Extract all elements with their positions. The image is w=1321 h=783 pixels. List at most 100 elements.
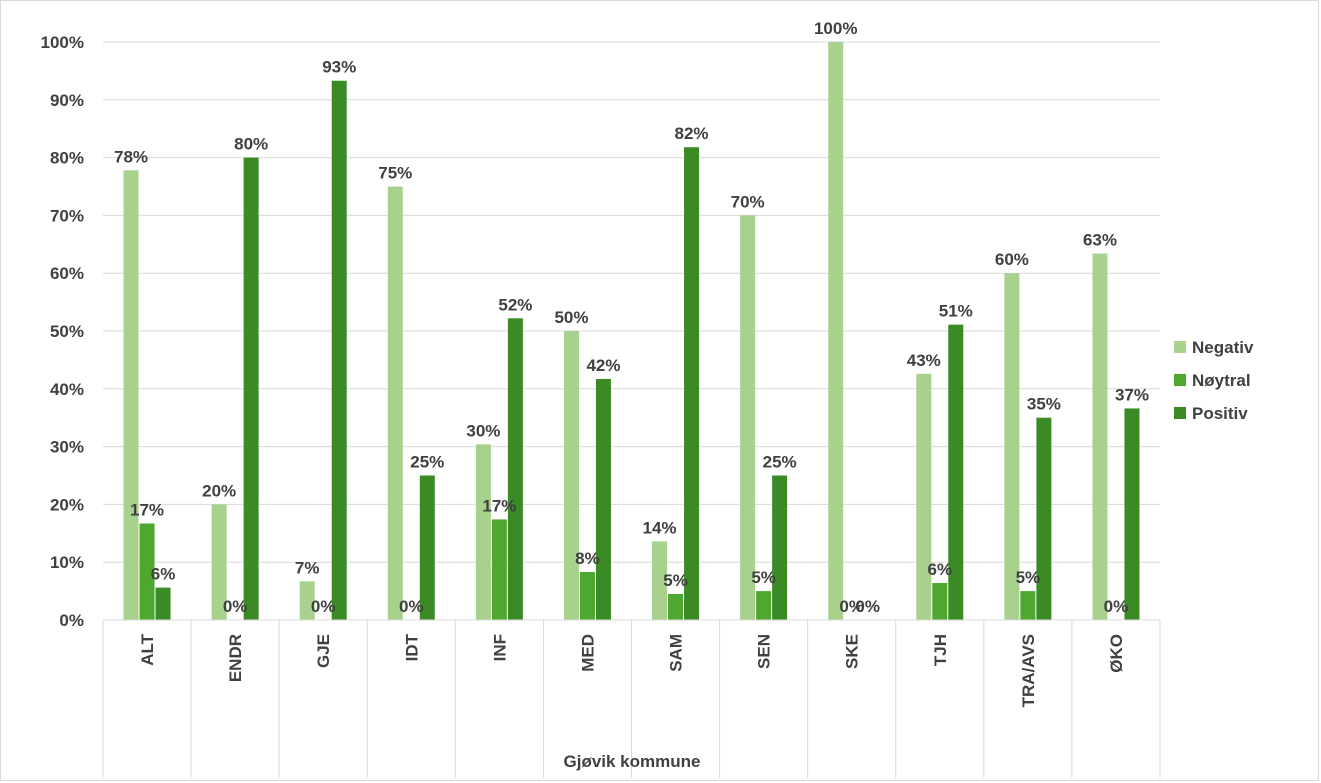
data-label: 25% [410,453,444,472]
legend-swatch-negativ [1174,341,1186,353]
data-label: 78% [114,147,148,166]
data-label: 5% [663,571,688,590]
x-tick-label: SEN [755,634,774,669]
bar-nøytral-tra/avs [1020,591,1036,620]
bars [123,42,1140,621]
bar-negativ-ske [828,42,844,620]
bar-negativ-idt [387,186,403,620]
y-tick-label: 90% [50,91,84,110]
data-label: 20% [202,481,236,500]
legend-label-negativ: Negativ [1192,338,1254,357]
data-label: 93% [322,58,356,77]
data-label: 60% [995,250,1029,269]
y-tick-label: 70% [50,206,84,225]
x-tick-label: TRA/AVS [1019,634,1038,707]
x-tick-label: ENDR [226,634,245,682]
x-tick-label: MED [578,634,597,672]
bar-nøytral-tjh [932,583,948,620]
bar-negativ-tra/avs [1004,273,1020,620]
y-tick-label: 40% [50,380,84,399]
x-tick-label: SKE [843,634,862,669]
data-label: 17% [130,500,164,519]
data-label: 51% [939,302,973,321]
data-label: 43% [907,351,941,370]
x-tick-label: ALT [138,633,157,665]
bar-negativ-tjh [916,373,932,620]
data-label: 82% [675,124,709,143]
data-label: 25% [763,453,797,472]
y-tick-label: 100% [41,33,84,52]
bar-negativ-endr [211,504,227,620]
bar-negativ-med [563,331,579,620]
data-label: 70% [731,192,765,211]
x-axis: ALT ENDR GJE IDT INF MED SAM SEN SKE TJH TRA/AVS ØK… [102,619,1161,778]
data-label: 35% [1027,395,1061,414]
data-label: 52% [498,295,532,314]
bar-nøytral-inf [491,519,507,620]
bar-negativ-øko [1092,253,1108,620]
y-tick-label: 10% [50,553,84,572]
x-tick-label: INF [490,634,509,661]
bar-negativ-sen [740,215,756,620]
legend-swatch-positiv [1174,407,1186,419]
data-label: 0% [839,597,864,616]
data-labels: 78% 17% 6% 20% 0% 80% 7% 0% 93% 75% 0% 25% 30% 17% 52%… [114,19,1149,616]
bar-nøytral-med [579,572,595,620]
bar-negativ-inf [475,444,491,620]
x-tick-label: SAM [667,634,686,672]
x-tick-label: TJH [931,634,950,666]
x-axis-title: Gjøvik kommune [564,752,701,771]
y-tick-label: 0% [59,611,84,630]
data-label: 50% [554,308,588,327]
data-label: 6% [151,565,176,584]
legend-swatch-nøytral [1174,374,1186,386]
data-label: 37% [1115,385,1149,404]
data-label: 14% [643,518,677,537]
bar-nøytral-alt [139,523,155,620]
data-label: 0% [1104,597,1129,616]
bar-positiv-idt [419,475,435,620]
data-label: 75% [378,164,412,183]
bar-positiv-alt [155,587,171,620]
bar-negativ-alt [123,170,139,621]
data-label: 5% [751,568,776,587]
data-label: 0% [311,597,336,616]
legend-label-positiv: Positiv [1192,404,1248,423]
y-axis: 0% 10% 20% 30% 40% 50% 60% 70% 80% 90% 100% [41,33,84,630]
y-tick-label: 30% [50,438,84,457]
x-tick-label: GJE [314,634,333,668]
bar-positiv-tra/avs [1036,417,1052,620]
data-label: 0% [223,597,248,616]
data-label: 30% [466,421,500,440]
x-tick-label: ØKO [1107,634,1126,673]
data-label: 0% [855,597,880,616]
bar-positiv-inf [507,318,523,620]
y-tick-label: 20% [50,495,84,514]
bar-nøytral-sam [668,593,684,620]
bar-positiv-endr [243,157,259,620]
legend: Negativ Nøytral Positiv [1174,338,1254,423]
bar-negativ-sam [652,541,668,620]
y-tick-label: 50% [50,322,84,341]
bar-positiv-gje [331,80,347,620]
gridlines [103,41,1160,621]
bar-nøytral-sen [756,591,772,620]
data-label: 6% [928,560,953,579]
y-tick-label: 80% [50,149,84,168]
data-label: 100% [814,19,857,38]
bar-positiv-med [595,378,611,620]
data-label: 17% [482,496,516,515]
data-label: 80% [234,135,268,154]
bar-positiv-øko [1124,408,1140,620]
data-label: 0% [399,597,424,616]
data-label: 8% [575,549,600,568]
bar-positiv-tjh [948,324,964,620]
data-label: 42% [586,356,620,375]
bar-positiv-sam [684,147,700,621]
x-tick-label: IDT [402,633,421,661]
data-label: 5% [1016,568,1041,587]
bar-negativ-gje [299,581,315,620]
data-label: 7% [295,558,320,577]
